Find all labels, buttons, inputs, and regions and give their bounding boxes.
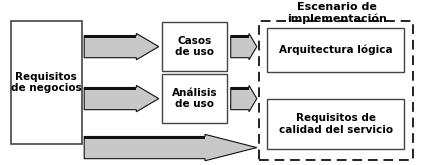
Bar [259,21,413,160]
Bar [267,99,404,148]
Text: Análisis
de uso: Análisis de uso [172,88,218,109]
Bar [162,22,227,71]
Polygon shape [231,33,257,60]
Bar [162,74,227,123]
Bar [84,136,205,139]
Text: Casos
de uso: Casos de uso [175,36,214,57]
Polygon shape [231,85,257,112]
Text: Arquitectura lógica: Arquitectura lógica [279,45,392,55]
Polygon shape [84,134,257,161]
Bar [11,21,82,144]
Text: Escenario de
implementación: Escenario de implementación [287,2,387,24]
Bar [84,87,136,90]
Polygon shape [84,85,159,112]
Text: Requisitos
de negocios: Requisitos de negocios [11,72,82,93]
Polygon shape [84,33,159,60]
Bar [267,28,404,72]
Bar [84,35,136,38]
Bar [231,35,249,38]
Bar [231,87,249,90]
Text: Requisitos de
calidad del servicio: Requisitos de calidad del servicio [279,113,393,134]
